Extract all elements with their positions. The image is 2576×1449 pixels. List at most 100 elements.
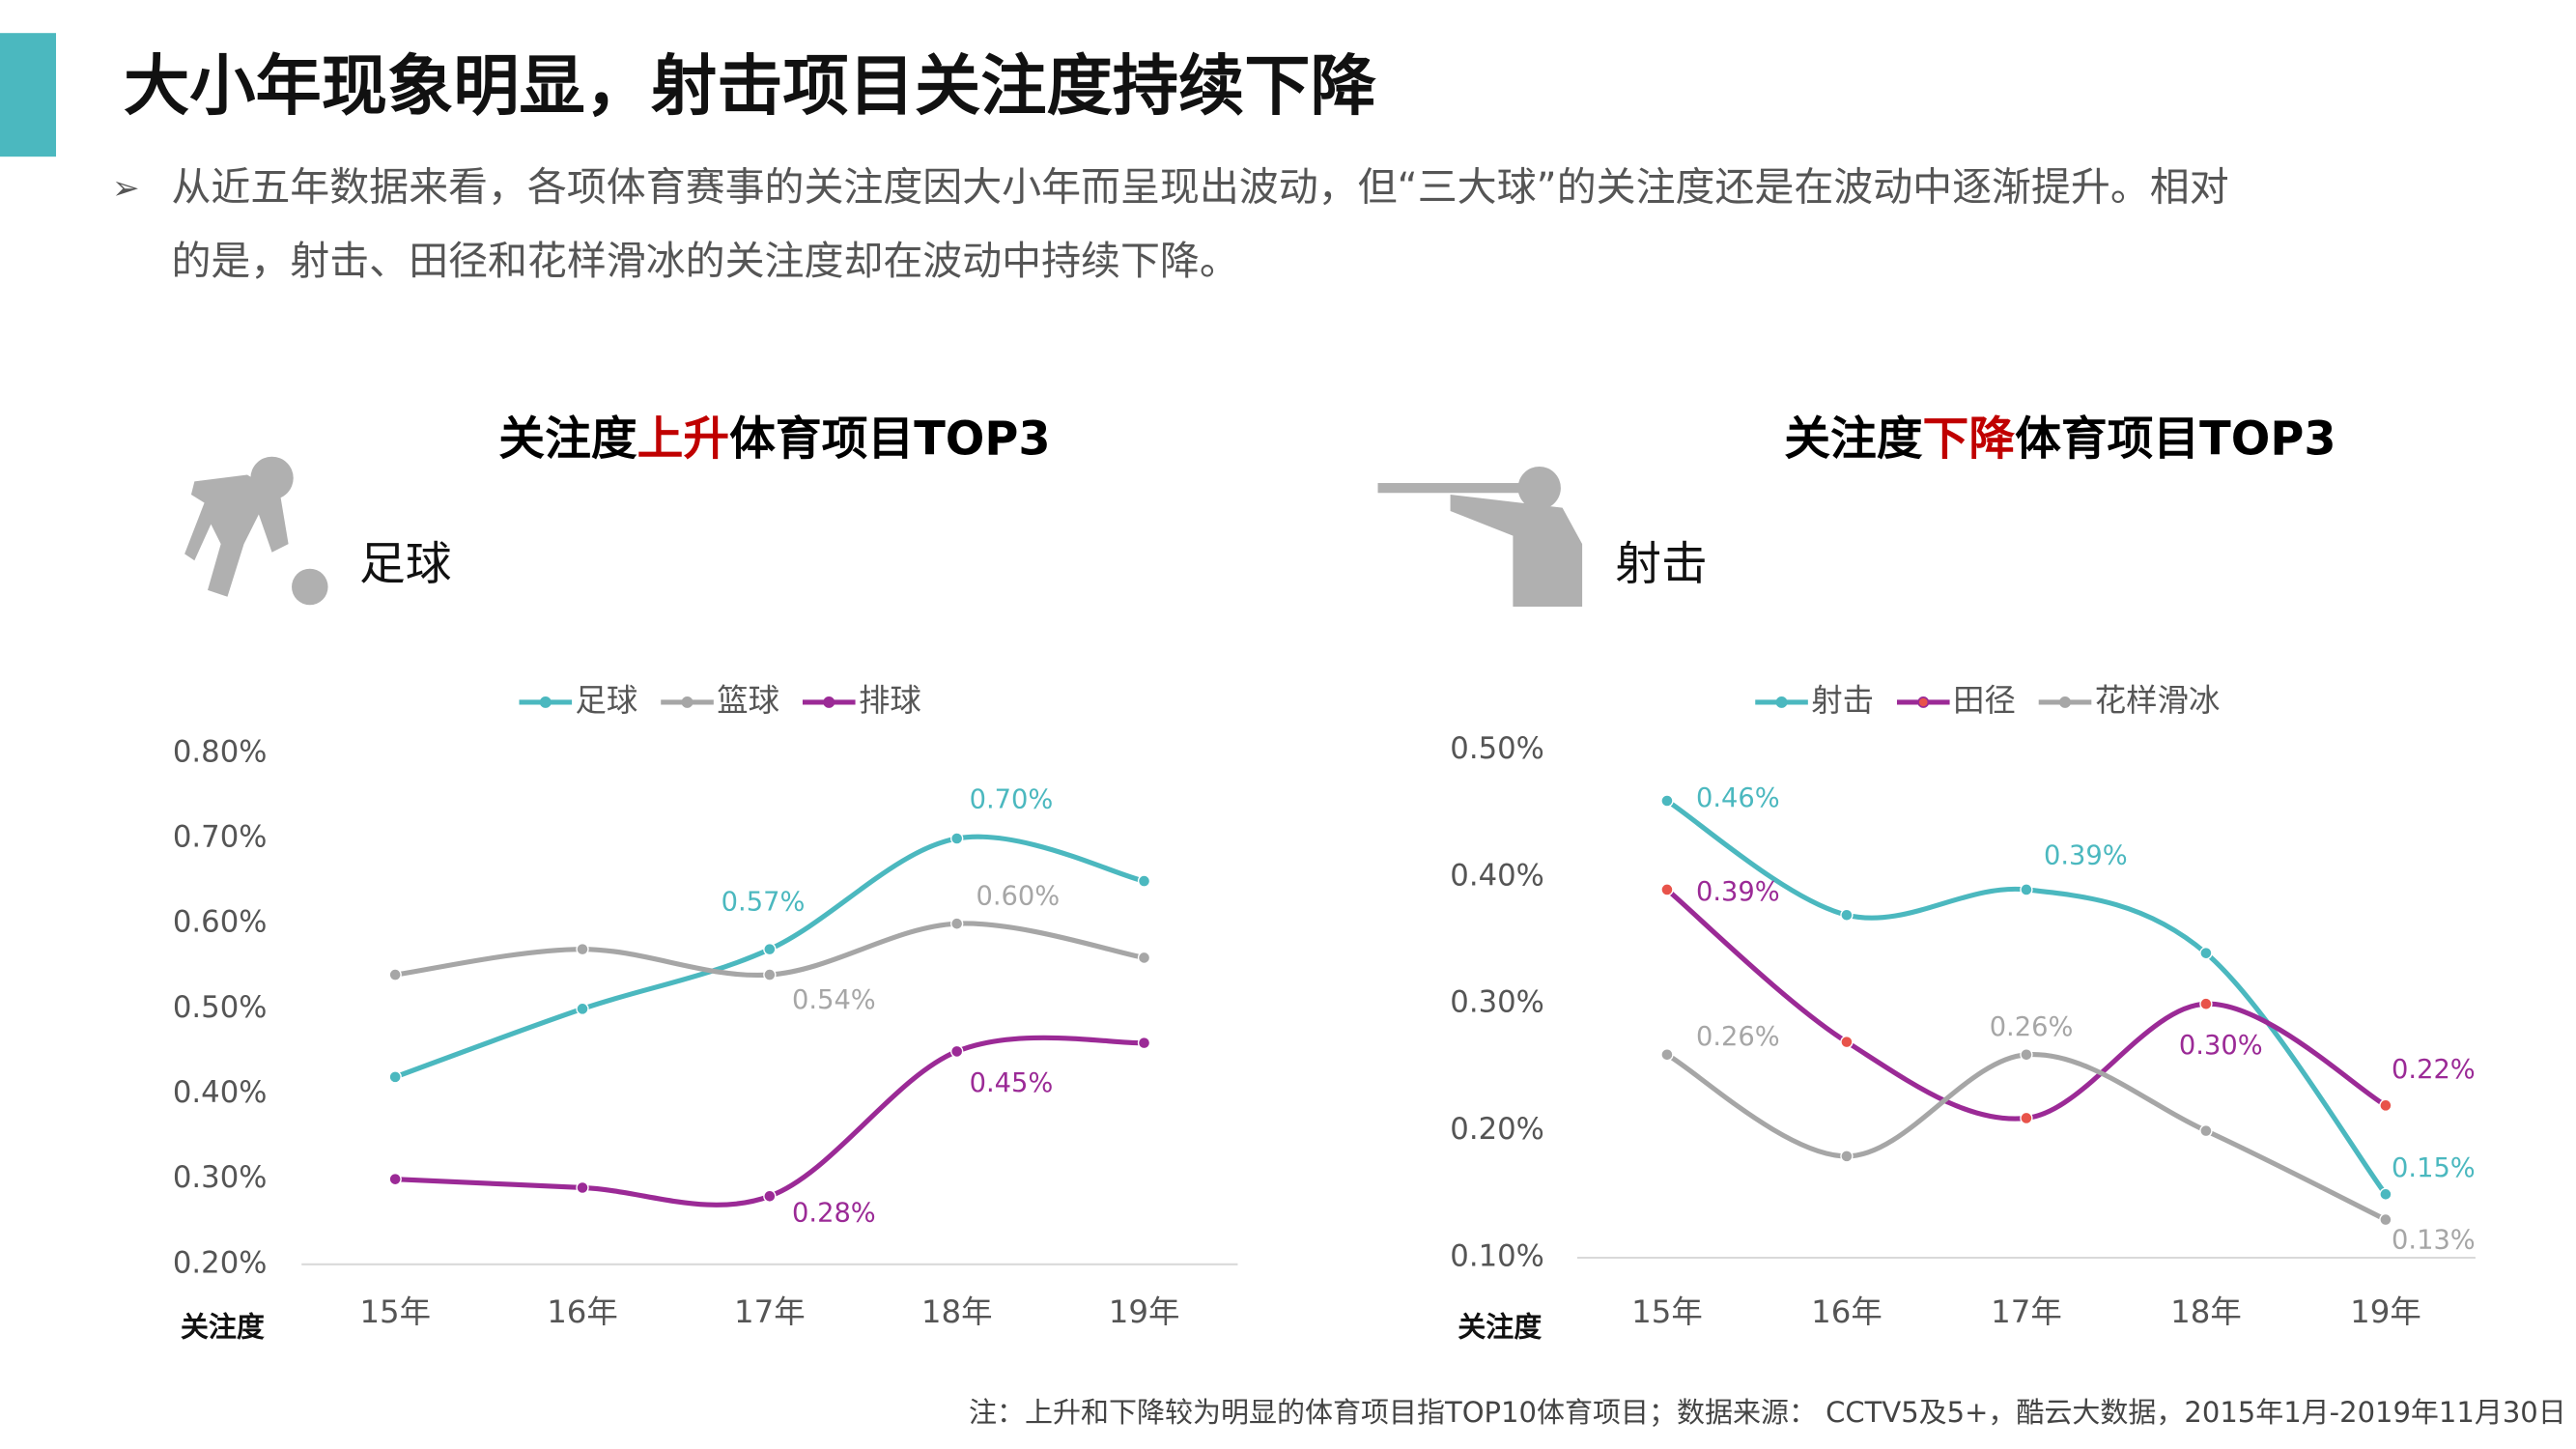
title-part: 下降	[1923, 412, 2016, 466]
title-part: 关注度	[498, 412, 637, 466]
legend-label: 篮球	[717, 682, 779, 719]
title-part: 上升	[637, 412, 730, 466]
value-label: 0.15%	[2392, 1153, 2476, 1183]
y-axis-label: 关注度	[1458, 1310, 1542, 1343]
value-label: 0.26%	[1696, 1022, 1780, 1052]
data-point	[2199, 947, 2213, 960]
y-tick-label: 0.70%	[173, 820, 268, 855]
y-tick-label: 0.10%	[1450, 1238, 1544, 1273]
data-point	[1660, 1048, 1674, 1062]
y-tick-label: 0.80%	[173, 734, 268, 769]
x-tick-label: 15年	[1631, 1293, 1703, 1330]
series-line	[395, 1035, 1145, 1208]
series-line	[1665, 888, 2388, 1122]
data-point	[1660, 883, 1674, 896]
legend-marker	[681, 696, 694, 708]
data-point	[576, 1180, 589, 1195]
y-tick-label: 0.40%	[173, 1075, 268, 1110]
shooter-icon	[1377, 466, 1583, 607]
value-label: 0.39%	[1696, 877, 1780, 907]
y-tick-label: 0.30%	[173, 1160, 268, 1195]
icon-label: 射击	[1615, 538, 1708, 591]
legend-marker	[823, 696, 835, 708]
x-tick-label: 17年	[1991, 1293, 2062, 1330]
value-label: 0.60%	[976, 881, 1060, 911]
value-label: 0.13%	[2392, 1225, 2476, 1255]
series-line	[1665, 798, 2388, 1196]
x-tick-label: 19年	[1109, 1293, 1180, 1330]
data-point	[2379, 1212, 2392, 1227]
data-point	[1137, 1036, 1151, 1050]
data-point	[576, 1002, 589, 1015]
legend-label: 排球	[859, 682, 921, 719]
page-title: 大小年现象明显，射击项目关注度持续下降	[124, 48, 1376, 125]
chart-title: 关注度上升体育项目TOP3	[498, 412, 1050, 466]
data-point	[763, 942, 777, 956]
title-part: 体育项目TOP3	[2015, 412, 2336, 466]
footnote: 注：上升和下降较为明显的体育项目指TOP10体育项目；数据来源： CCTV5及5…	[969, 1396, 2566, 1429]
title-part: 体育项目TOP3	[729, 412, 1051, 466]
y-tick-label: 0.20%	[1450, 1112, 1544, 1147]
legend-marker	[1917, 696, 1930, 708]
title-part: 关注度	[1784, 412, 1923, 466]
data-point	[2020, 1111, 2033, 1125]
data-point	[950, 1044, 964, 1059]
x-tick-label: 18年	[921, 1293, 993, 1330]
value-label: 0.54%	[792, 985, 876, 1015]
x-tick-label: 19年	[2350, 1293, 2421, 1330]
legend-marker	[1775, 696, 1788, 708]
y-tick-label: 0.60%	[173, 905, 268, 940]
data-point	[576, 942, 589, 956]
data-point	[1840, 1150, 1854, 1163]
value-label: 0.45%	[970, 1068, 1054, 1098]
value-label: 0.26%	[1990, 1012, 2074, 1042]
value-label: 0.22%	[2392, 1055, 2476, 1085]
data-point	[1840, 908, 1854, 922]
value-label: 0.46%	[1696, 783, 1780, 813]
x-tick-label: 18年	[2170, 1293, 2242, 1330]
data-point	[950, 917, 964, 930]
legend-label: 田径	[1953, 682, 2016, 719]
y-tick-label: 0.50%	[173, 990, 268, 1025]
y-tick-label: 0.40%	[1450, 858, 1544, 893]
data-point	[2379, 1098, 2392, 1112]
data-point	[1137, 874, 1151, 888]
data-point	[2199, 997, 2213, 1010]
legend-marker	[539, 696, 552, 708]
data-point	[388, 1070, 402, 1084]
value-label: 0.57%	[722, 887, 806, 917]
data-point	[763, 968, 777, 981]
data-point	[950, 832, 964, 845]
series-line	[1665, 1052, 2388, 1222]
accent-bar	[0, 33, 57, 157]
summary-line: 从近五年数据来看，各项体育赛事的关注度因大小年而呈现出波动，但“三大球”的关注度…	[171, 163, 2228, 210]
icon-label: 足球	[359, 538, 452, 591]
x-tick-label: 16年	[547, 1293, 618, 1330]
value-label: 0.28%	[792, 1199, 876, 1229]
legend-label: 射击	[1811, 682, 1874, 719]
x-tick-label: 15年	[359, 1293, 431, 1330]
chart-title: 关注度下降体育项目TOP3	[1784, 412, 2335, 466]
data-point	[2379, 1187, 2392, 1201]
bullet: ➢	[112, 169, 140, 208]
data-point	[1137, 951, 1151, 965]
value-label: 0.70%	[970, 784, 1054, 814]
x-tick-label: 16年	[1811, 1293, 1882, 1330]
legend-label: 足球	[576, 682, 638, 719]
data-point	[388, 1173, 402, 1186]
y-tick-label: 0.50%	[1450, 731, 1544, 766]
data-point	[763, 1189, 777, 1203]
data-point	[388, 968, 402, 981]
y-tick-label: 0.20%	[173, 1245, 268, 1280]
legend-label: 花样滑冰	[2095, 682, 2221, 719]
football-icon	[184, 456, 328, 606]
data-point	[2199, 1123, 2213, 1138]
data-point	[1660, 794, 1674, 808]
data-point	[1840, 1035, 1854, 1049]
data-point	[2020, 1048, 2033, 1062]
x-tick-label: 17年	[734, 1293, 806, 1330]
data-point	[2020, 883, 2033, 896]
legend-marker	[2059, 696, 2071, 708]
